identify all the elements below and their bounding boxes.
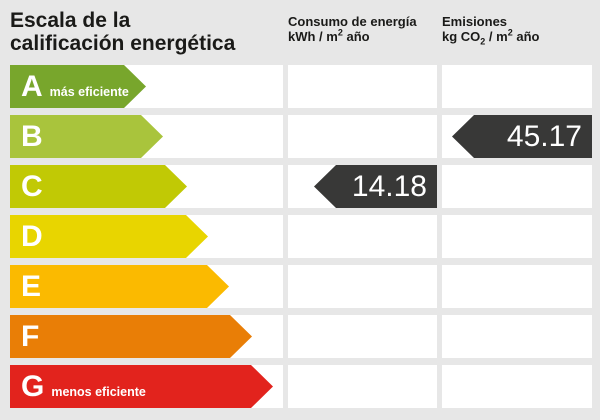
emisiones-cell-f [442, 315, 592, 358]
emisiones-cell-c [442, 165, 592, 208]
emisiones-header-title: Emisiones [442, 14, 508, 29]
consumo-unit-suffix: año [342, 29, 370, 44]
consumo-cell-f [288, 315, 437, 358]
scale-cell-a: A más eficiente [10, 65, 283, 108]
most-efficient-label: más eficiente [49, 85, 129, 99]
rating-letter-d: D [21, 220, 43, 253]
consumo-cell-a [288, 65, 437, 108]
rating-arrow-c: C [10, 165, 187, 208]
emisiones-header-unit: kg CO2 / m2 año [442, 27, 540, 47]
rating-arrow-d: D [10, 215, 208, 258]
scale-cell-f: F [10, 315, 283, 358]
emisiones-unit-superscript: 2 [507, 27, 513, 38]
emisiones-value-arrow: 45.17 [452, 115, 592, 158]
rating-row-e: E [0, 265, 600, 308]
rating-letter-a: A [21, 70, 43, 103]
rating-row-f: F [0, 315, 600, 358]
page-title-line2: calificación energética [10, 32, 236, 55]
emisiones-cell-b: 45.17 [442, 115, 592, 158]
rating-arrow-f: F [10, 315, 252, 358]
rating-row-b: B 45.17 [0, 115, 600, 158]
least-efficient-label: menos eficiente [51, 385, 146, 399]
emisiones-cell-g [442, 365, 592, 408]
consumo-value-arrow: 14.18 [314, 165, 437, 208]
page-title: Escala de la calificación energética [10, 9, 235, 55]
consumo-cell-d [288, 215, 437, 258]
page-title-line1: Escala de la [10, 9, 131, 32]
rating-letter-b: B [21, 120, 43, 153]
rating-arrow-a: A más eficiente [10, 65, 146, 108]
rating-arrow-b: B [10, 115, 163, 158]
consumo-unit-superscript: 2 [337, 27, 343, 38]
rating-row-c: C 14.18 [0, 165, 600, 208]
rating-arrow-g: G menos eficiente [10, 365, 273, 408]
rating-letter-c: C [21, 170, 43, 203]
scale-cell-c: C [10, 165, 283, 208]
emisiones-unit-text: kg CO [442, 29, 481, 44]
rating-letter-e: E [21, 270, 42, 303]
emisiones-unit-suffix: año [512, 29, 540, 44]
consumo-unit-text: kWh / m [288, 29, 338, 44]
emisiones-unit-mid: / m [485, 29, 508, 44]
emisiones-cell-e [442, 265, 592, 308]
rating-row-a: A más eficiente [0, 65, 600, 108]
rating-letter-f: F [21, 320, 40, 353]
consumo-cell-b [288, 115, 437, 158]
scale-cell-g: G menos eficiente [10, 365, 283, 408]
emisiones-cell-a [442, 65, 592, 108]
scale-cell-d: D [10, 215, 283, 258]
rating-row-d: D [0, 215, 600, 258]
consumo-cell-g [288, 365, 437, 408]
consumo-header-unit: kWh / m2 año [288, 27, 417, 44]
scale-cell-e: E [10, 265, 283, 308]
rating-arrow-e: E [10, 265, 229, 308]
consumo-cell-c: 14.18 [288, 165, 437, 208]
consumo-header-title: Consumo de energía [288, 14, 417, 29]
rating-letter-g: G [21, 370, 45, 403]
scale-cell-b: B [10, 115, 283, 158]
emisiones-value: 45.17 [506, 120, 582, 153]
consumo-value: 14.18 [351, 170, 427, 203]
emisiones-unit-subscript: 2 [480, 36, 486, 47]
emisiones-cell-d [442, 215, 592, 258]
column-header-emisiones: Emisiones kg CO2 / m2 año [442, 14, 540, 47]
rating-row-g: G menos eficiente [0, 365, 600, 408]
consumo-cell-e [288, 265, 437, 308]
column-header-consumo: Consumo de energía kWh / m2 año [288, 14, 417, 44]
